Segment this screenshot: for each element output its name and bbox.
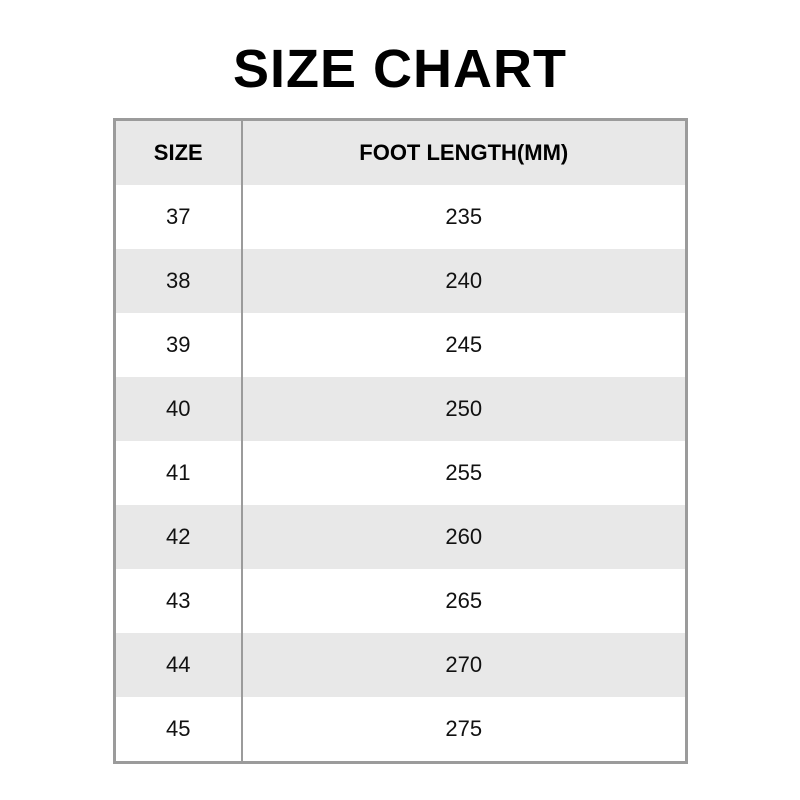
size-cell: 45 — [166, 716, 191, 741]
size-cell: 38 — [166, 268, 191, 293]
table-row: 43 265 — [114, 569, 686, 633]
foot-length-cell: 240 — [241, 249, 686, 313]
size-chart-table: SIZE FOOT LENGTH(MM) 37 235 38 240 39 245 40 25… — [112, 118, 688, 764]
foot-length-cell: 235 — [241, 185, 686, 249]
header-size: SIZE — [153, 140, 203, 165]
size-cell: 41 — [166, 460, 191, 485]
table-row: 37 235 — [114, 185, 686, 249]
table-body: 37 235 38 240 39 245 40 250 41 255 42 260 43 265 44 270… — [114, 185, 686, 763]
foot-length-cell: 245 — [241, 313, 686, 377]
foot-length-cell: 265 — [241, 569, 686, 633]
table-header: SIZE FOOT LENGTH(MM) — [114, 119, 686, 185]
foot-length-cell: 255 — [241, 441, 686, 505]
table-row: 40 250 — [114, 377, 686, 441]
size-cell: 39 — [166, 332, 191, 357]
header-foot-length: FOOT LENGTH(MM) — [241, 119, 686, 185]
size-cell: 42 — [166, 524, 191, 549]
size-cell: 44 — [166, 652, 191, 677]
table-row: 44 270 — [114, 633, 686, 697]
size-cell: 40 — [166, 396, 191, 421]
size-cell: 37 — [166, 204, 191, 229]
page-title: SIZE CHART — [233, 39, 567, 99]
header-row: SIZE FOOT LENGTH(MM) — [114, 119, 686, 185]
foot-length-cell: 250 — [241, 377, 686, 441]
foot-length-cell: 275 — [241, 697, 686, 763]
table-row: 42 260 — [114, 505, 686, 569]
table-row: 39 245 — [114, 313, 686, 377]
table-row: 41 255 — [114, 441, 686, 505]
table-row: 38 240 — [114, 249, 686, 313]
table-row: 45 275 — [114, 697, 686, 763]
size-cell: 43 — [166, 588, 191, 613]
foot-length-cell: 270 — [241, 633, 686, 697]
foot-length-cell: 260 — [241, 505, 686, 569]
